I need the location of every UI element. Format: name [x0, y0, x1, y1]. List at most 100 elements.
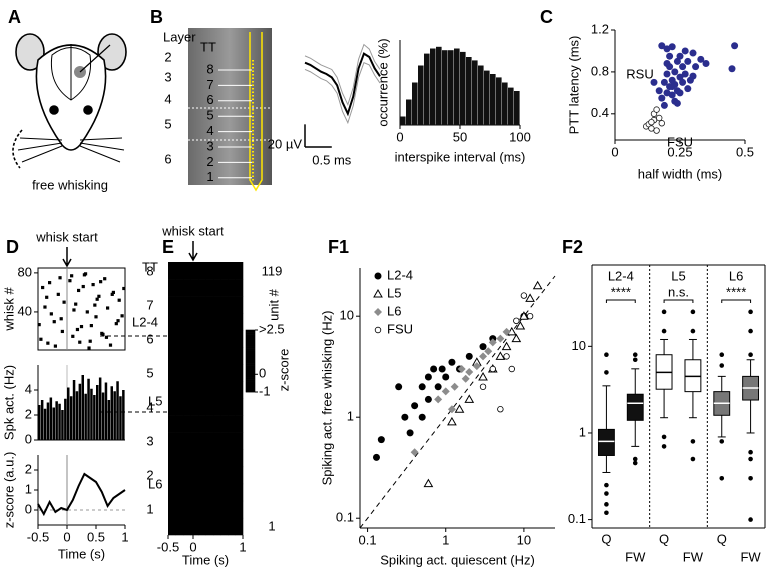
heat-cell — [213, 313, 221, 331]
heat-cell — [175, 364, 184, 382]
point — [46, 341, 50, 345]
point — [658, 94, 666, 102]
heat-cell — [198, 262, 206, 280]
y-tick-label: 0.1 — [336, 510, 354, 525]
point — [668, 43, 676, 51]
heat-cell — [205, 466, 214, 485]
legend-label: L5 — [387, 285, 401, 300]
heat-cell — [168, 347, 176, 365]
heat-cell — [183, 415, 191, 433]
tetrode-label: 4 — [206, 123, 213, 138]
heat-cell — [228, 313, 236, 331]
bar — [430, 48, 436, 125]
point — [441, 387, 450, 396]
point — [120, 314, 124, 318]
annotation-arrow — [62, 247, 72, 268]
tetrode-label: 3 — [206, 138, 213, 153]
series-label: RSU — [626, 66, 653, 81]
point — [101, 332, 105, 336]
heat-cell — [198, 398, 206, 416]
y-tick-label: 2 — [25, 461, 32, 476]
point — [479, 352, 488, 361]
heat-cell — [205, 398, 214, 416]
bar — [78, 383, 82, 440]
heat-cell — [228, 517, 236, 536]
point — [495, 351, 506, 360]
bar — [490, 74, 496, 125]
point — [77, 288, 81, 293]
layer-label: L5 — [148, 393, 162, 408]
point — [39, 337, 43, 341]
heat-cell — [198, 313, 206, 331]
heat-cell — [198, 364, 206, 382]
legend-marker — [374, 326, 382, 334]
heat-cell — [205, 500, 214, 519]
bar — [72, 380, 76, 440]
diagram-label: free whisking — [32, 177, 108, 192]
heat-cell — [190, 415, 199, 433]
point — [45, 295, 49, 299]
bar — [104, 382, 108, 440]
heat-cell — [228, 432, 236, 450]
heat-cell — [235, 483, 244, 502]
sd-lower — [304, 62, 381, 125]
heat-cell — [198, 449, 206, 468]
heat-cell — [235, 466, 244, 485]
heat-cell — [205, 364, 214, 382]
point — [104, 335, 109, 339]
heat-cell — [183, 517, 191, 536]
colorbar-label: >2.5 — [259, 321, 285, 336]
bar — [122, 390, 125, 440]
point — [111, 290, 115, 295]
heat-cell — [175, 347, 184, 365]
bar — [502, 82, 508, 125]
x-tick-label: -0.5 — [27, 529, 49, 544]
y-axis-title: PTT latency (ms) — [566, 36, 581, 135]
heat-cell — [198, 279, 206, 297]
bar — [460, 51, 466, 125]
heat-cell — [213, 262, 221, 280]
point — [671, 97, 679, 105]
annotation: whisk start — [161, 223, 224, 238]
heat-cell — [220, 398, 229, 416]
y-tick-label: 1.2 — [591, 21, 609, 36]
heat-cell — [175, 483, 184, 502]
heat-cell — [190, 279, 199, 297]
y-tick-label: 0.8 — [591, 63, 609, 78]
heat-cell — [183, 347, 191, 365]
point — [117, 298, 121, 302]
point — [108, 343, 113, 347]
point — [461, 374, 470, 383]
heat-cell — [183, 398, 191, 416]
colorbar-step — [246, 332, 255, 335]
point — [502, 327, 511, 336]
panel-label: E — [162, 237, 174, 257]
outlier — [748, 475, 753, 481]
significance-bracket — [605, 299, 636, 303]
line — [304, 52, 381, 117]
x-tick-label: 0 — [189, 539, 196, 554]
point — [465, 352, 473, 360]
point — [434, 383, 442, 391]
heat-cell — [175, 432, 184, 450]
heat-cell — [235, 262, 244, 280]
point — [497, 406, 504, 413]
layer-label: 3 — [164, 69, 171, 84]
heat-cell — [190, 330, 199, 348]
x-axis-title: Time (s) — [182, 552, 229, 567]
point — [658, 42, 666, 50]
bar — [87, 378, 90, 440]
y-tick-label: 10 — [340, 308, 354, 323]
heat-cell — [198, 466, 206, 485]
colorbar-step — [246, 369, 255, 372]
point — [658, 120, 665, 127]
heat-cell — [235, 432, 244, 450]
point — [671, 68, 679, 76]
tetrode-label: 6 — [146, 331, 153, 346]
x-tick-label: FW — [625, 549, 646, 564]
point — [49, 312, 53, 316]
outlier — [690, 456, 696, 462]
y-tick-label: 2 — [25, 406, 32, 421]
point — [110, 292, 114, 296]
point — [447, 416, 457, 426]
